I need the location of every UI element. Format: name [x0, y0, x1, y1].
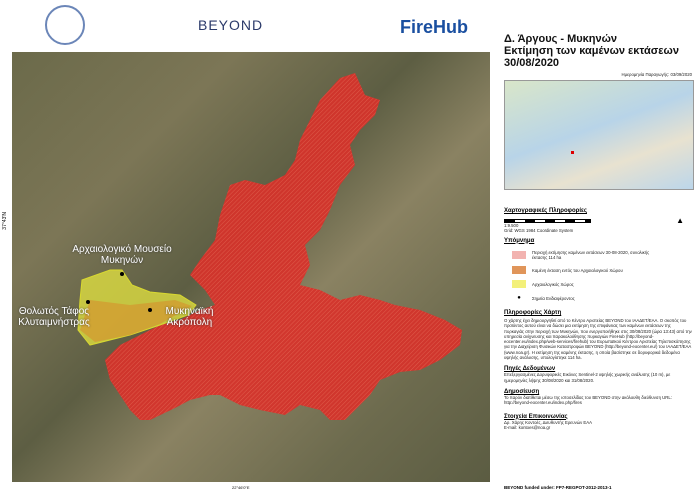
point-of-interest-museum	[120, 272, 124, 276]
map-overlay	[77, 73, 462, 420]
latitude-label: 37°43'N	[2, 212, 8, 230]
publication-heading: Δημοσίευση	[504, 388, 540, 395]
beyond-logo: BEYOND	[198, 17, 264, 33]
scale-bar	[504, 219, 591, 223]
title-line-3: 30/08/2020	[504, 57, 560, 69]
university-seal-logo	[45, 5, 85, 45]
archaeological-swatch	[512, 280, 526, 289]
title-line-2: Εκτίμηση των καμένων εκτάσεων	[504, 45, 679, 57]
publication-text: Το παρόν διατίθεται μέσω της ιστοσελίδας…	[504, 394, 672, 406]
label-tomb: Θολωτός Τάφος Κλυταιμνήστρας	[18, 306, 90, 328]
funding-text: BEYOND funded under: FP7-REGPOT-2012-201…	[504, 485, 612, 490]
legend-item: Καμένη έκταση εντός του Αρχαιολογικού Χώ…	[532, 267, 623, 273]
map-view[interactable]: Αρχαιολογικό Μουσείο Μυκηνών Θολωτός Τάφ…	[12, 52, 490, 482]
point-swatch: ●	[517, 295, 521, 302]
burned-swatch	[512, 250, 526, 259]
grid-text: Grid: WGS 1984 Coordinate System	[504, 228, 574, 234]
map-info-heading: Πληροφορίες Χάρτη	[504, 310, 562, 316]
production-date: Ημερομηνία Παραγωγής: 03/09/2020	[621, 72, 693, 77]
firehub-logo: FireHub	[400, 17, 469, 37]
longitude-label: 22°46'0"E	[232, 485, 250, 490]
inset-locator-map[interactable]	[504, 80, 694, 190]
legend-item: Αρχαιολογικός Χώρος	[532, 281, 574, 287]
burned-in-site-polygon	[80, 300, 192, 342]
map-info-text: Ο χάρτης έχει δημιουργηθεί από το Κέντρο…	[504, 318, 692, 361]
label-museum: Αρχαιολογικό Μουσείο Μυκηνών	[72, 244, 172, 266]
contact-name: Δρ. Χάρης Κοντοές, Διευθυντής Ερευνών ΕΑ…	[504, 419, 593, 425]
data-sources-text: Επεξεργασμένες Δορυφορικές Εικόνες Senti…	[504, 372, 671, 383]
legend-item: Περιοχή εκτίμησης καμένων εκτάσεων 30-08…	[532, 249, 650, 260]
point-of-interest-acropolis	[148, 308, 152, 312]
data-sources-heading: Πηγές Δεδομένων	[504, 366, 556, 373]
contact-heading: Στοιχεία Επικοινωνίας	[504, 413, 568, 420]
point-of-interest-tomb	[86, 300, 90, 304]
burned-in-site-swatch	[512, 266, 526, 275]
scale-text: 1:9.500	[504, 223, 519, 228]
contact-email: E-mail: kontoes@noa.gr	[504, 424, 551, 430]
title-line-1: Δ. Άργους - Μυκηνών	[504, 33, 618, 45]
location-marker	[571, 151, 574, 154]
label-acropolis: Μυκηναϊκή Ακρόπολη	[165, 306, 214, 328]
north-arrow-icon: ▲	[676, 216, 684, 225]
legend-heading: Υπόμνημα	[504, 237, 535, 244]
burned-area-polygon	[105, 73, 462, 420]
info-panel: Δ. Άργους - Μυκηνών Εκτίμηση των καμένων…	[496, 0, 700, 494]
legend-item: Σημεία Ενδιαφέροντος	[532, 295, 575, 301]
cartographic-heading: Χαρτογραφικές Πληροφορίες	[504, 208, 587, 214]
